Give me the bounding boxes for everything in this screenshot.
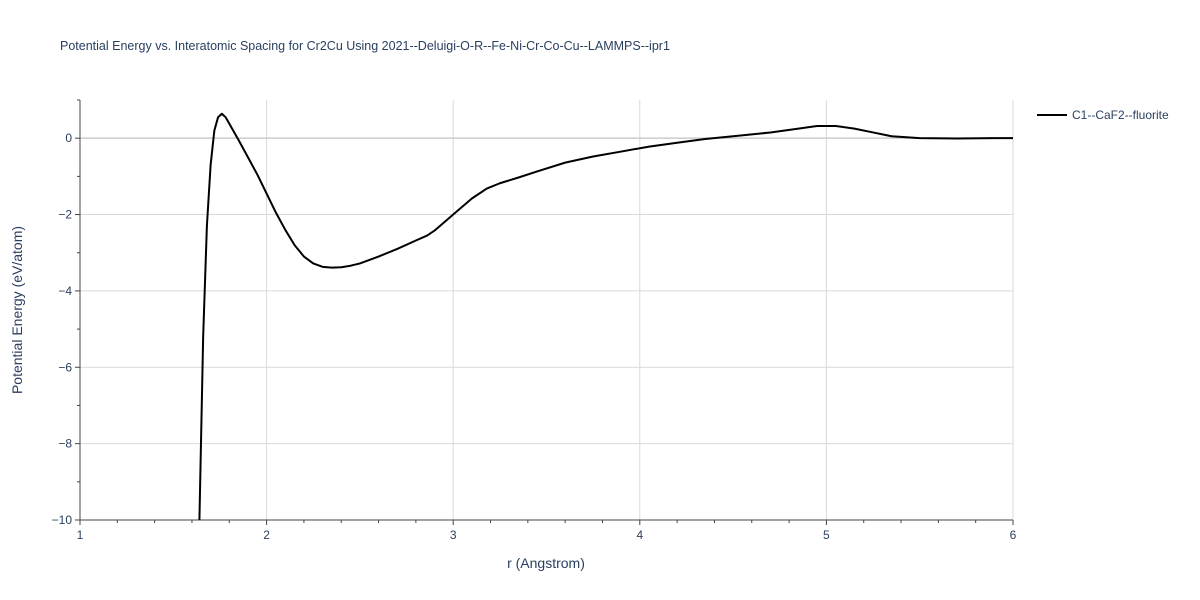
legend[interactable]: C1--CaF2--fluorite — [1037, 108, 1169, 122]
x-tick-label: 4 — [636, 528, 643, 542]
series-line-0[interactable] — [198, 112, 1013, 520]
y-tick-label: −2 — [58, 208, 72, 222]
legend-label: C1--CaF2--fluorite — [1072, 108, 1169, 122]
x-axis-title: r (Angstrom) — [507, 555, 585, 571]
y-tick-label: −4 — [58, 284, 72, 298]
series-layer — [198, 112, 1013, 520]
grid-lines — [80, 100, 1014, 520]
y-axis-title: Potential Energy (eV/atom) — [9, 226, 25, 394]
x-tick-label: 5 — [823, 528, 830, 542]
y-tick-label: 0 — [65, 131, 72, 145]
axes: 1 2 3 4 5 6 0 −2 −4 −6 −8 −10 — [52, 99, 1017, 542]
y-tick-label: −8 — [58, 437, 72, 451]
y-tick-label: −10 — [52, 513, 73, 527]
x-tick-label: 6 — [1010, 528, 1017, 542]
y-tick-label: −6 — [58, 360, 72, 374]
x-tick-label: 1 — [77, 528, 84, 542]
x-tick-label: 2 — [263, 528, 270, 542]
x-tick-label: 3 — [450, 528, 457, 542]
chart-title: Potential Energy vs. Interatomic Spacing… — [60, 39, 670, 53]
